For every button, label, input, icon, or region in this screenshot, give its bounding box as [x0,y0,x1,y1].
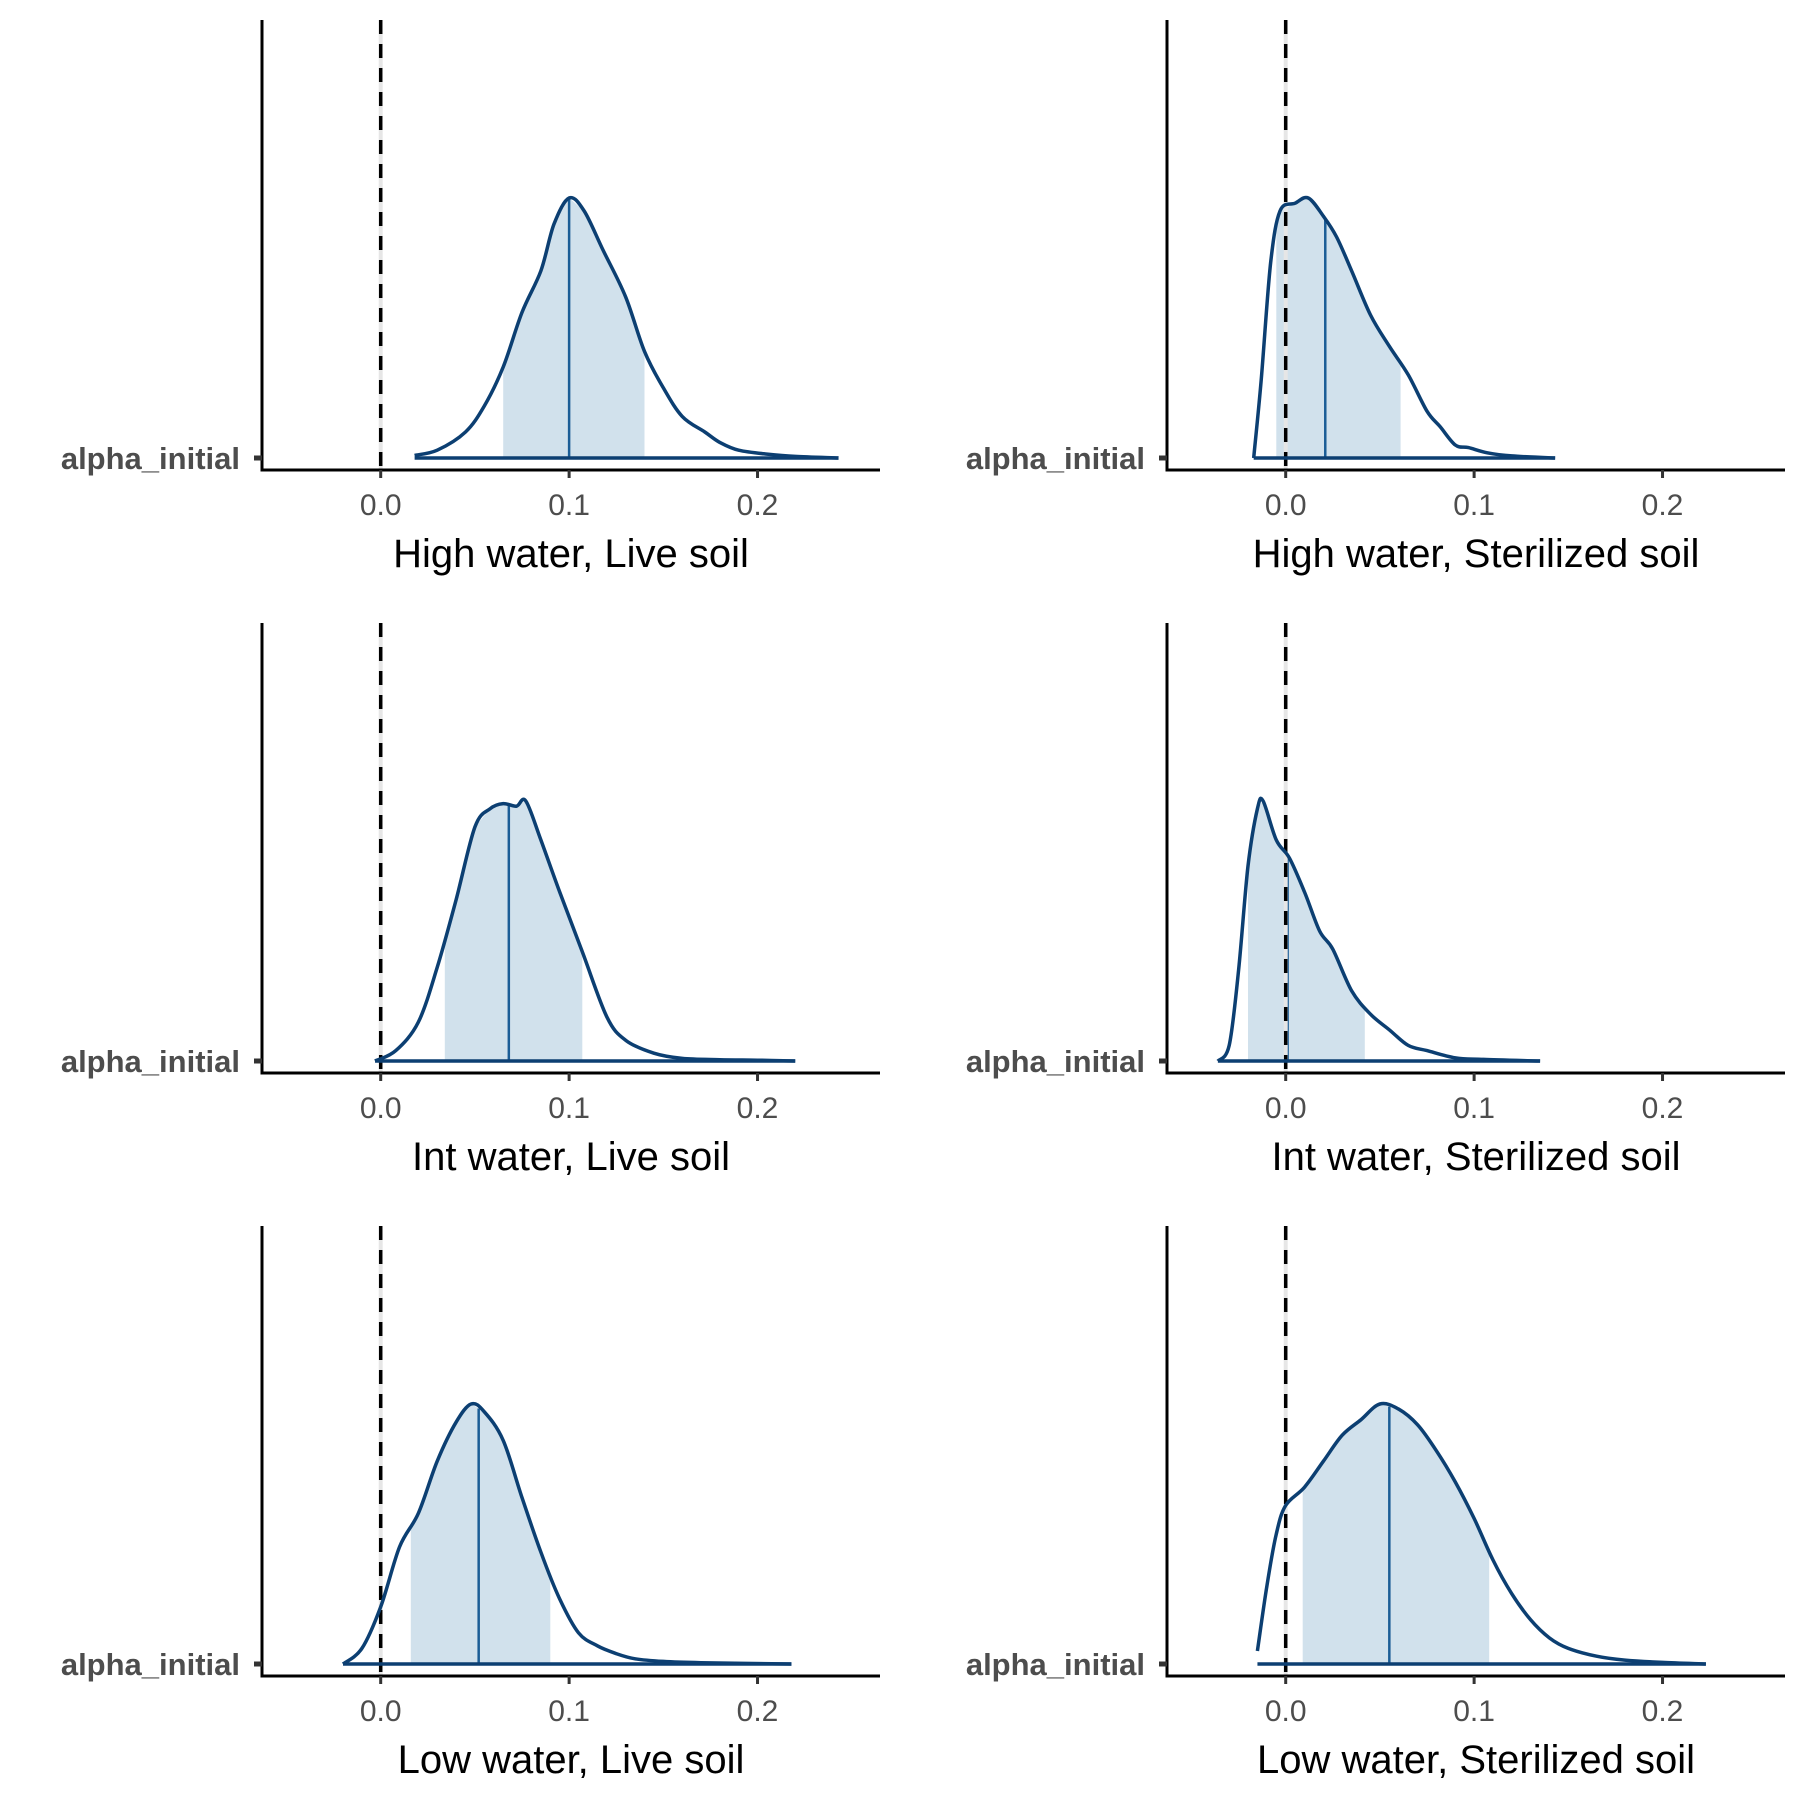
x-tick-label: 0.2 [1642,1092,1684,1125]
y-tick-label: alpha_initial [966,1044,1145,1079]
x-tick-label: 0.2 [1642,1695,1684,1728]
panel-1: alpha_initial 0.0 0.1 0.2 High water, Live s… [61,20,880,576]
x-tick-label: 0.0 [1265,1695,1307,1728]
x-tick-label: 0.1 [548,489,590,522]
x-tick-label: 0.1 [548,1695,590,1728]
x-tick-label: 0.1 [1453,489,1495,522]
x-tick-label: 0.1 [1453,1695,1495,1728]
x-axis-title: Low water, Sterilized soil [1257,1738,1695,1782]
x-axis-title: Int water, Live soil [412,1135,730,1179]
y-tick-label: alpha_initial [61,1647,240,1682]
x-tick-label: 0.0 [360,1695,402,1728]
x-tick-label: 0.2 [737,489,779,522]
interval-area [1248,802,1365,1061]
panel-2: alpha_initial 0.0 0.1 0.2 High water, Steril… [966,20,1785,576]
panel-5: alpha_initial 0.0 0.1 0.2 Low water, Live so… [61,1226,880,1782]
density-curve [1255,1401,1706,1666]
density-curve [1251,195,1556,460]
density-curve [341,1401,792,1666]
panel-4: alpha_initial 0.0 0.1 0.2 Int water, Sterili… [966,623,1785,1179]
y-tick-label: alpha_initial [61,441,240,476]
x-tick-label: 0.2 [737,1695,779,1728]
x-axis-title: Low water, Live soil [398,1738,745,1782]
density-curve [1216,796,1541,1063]
x-tick-label: 0.1 [548,1092,590,1125]
x-tick-label: 0.0 [360,489,402,522]
density-curve [374,797,796,1063]
y-tick-label: alpha_initial [966,441,1145,476]
x-tick-label: 0.1 [1453,1092,1495,1125]
interval-area [444,801,583,1061]
panel-6: alpha_initial 0.0 0.1 0.2 Low water, Sterili… [966,1226,1785,1782]
x-tick-label: 0.2 [737,1092,779,1125]
x-tick-label: 0.0 [1265,489,1307,522]
interval-area [410,1404,551,1664]
interval-area [1302,1404,1490,1664]
density-curve [414,195,839,460]
interval-area [1276,198,1401,458]
x-axis-title: High water, Sterilized soil [1253,532,1700,576]
x-tick-label: 0.2 [1642,489,1684,522]
x-axis-title: High water, Live soil [393,532,749,576]
y-tick-label: alpha_initial [966,1647,1145,1682]
x-tick-label: 0.0 [360,1092,402,1125]
y-tick-label: alpha_initial [61,1044,240,1079]
x-axis-title: Int water, Sterilized soil [1271,1135,1680,1179]
interval-area [503,198,645,458]
x-tick-label: 0.0 [1265,1092,1307,1125]
